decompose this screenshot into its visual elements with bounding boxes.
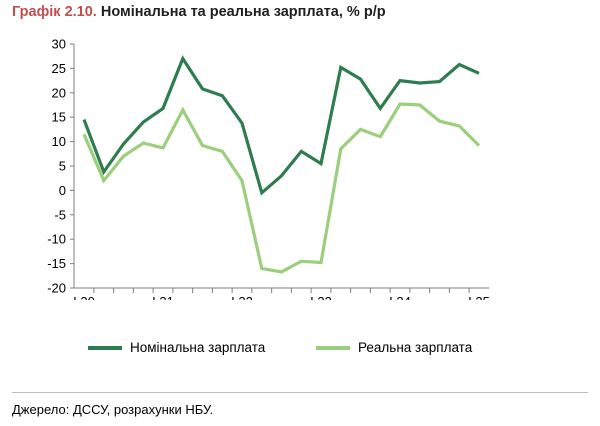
- x-tick-label: I.22: [231, 294, 253, 300]
- chart-title: Графік 2.10. Номінальна та реальна зарпл…: [12, 4, 386, 20]
- y-tick-label: -15: [47, 256, 66, 271]
- series-line-nominal: [82, 55, 480, 196]
- y-tick-label: 30: [52, 37, 66, 52]
- legend-item-real: Реальна зарплата: [316, 340, 472, 355]
- y-tick-label: 10: [52, 134, 66, 149]
- x-tick-label: I.24: [389, 294, 411, 300]
- y-tick-label: 25: [52, 61, 66, 76]
- source-note: Джерело: ДССУ, розрахунки НБУ.: [12, 402, 214, 417]
- x-tick-label: I.21: [152, 294, 174, 300]
- y-tick-label: -5: [54, 207, 66, 222]
- legend-item-nominal: Номінальна зарплата: [88, 340, 265, 355]
- y-tick-label: -10: [47, 232, 66, 247]
- legend-swatch-nominal: [88, 345, 122, 350]
- divider: [12, 392, 588, 393]
- y-tick-label: 0: [59, 183, 66, 198]
- legend-swatch-real: [316, 345, 350, 350]
- title-prefix: Графік 2.10.: [12, 4, 97, 20]
- series-line-real: [82, 102, 481, 274]
- x-tick-label: I.25: [468, 294, 490, 300]
- legend-label-nominal: Номінальна зарплата: [130, 340, 266, 355]
- y-tick-label: 5: [59, 159, 66, 174]
- y-tick-label: 20: [52, 85, 66, 100]
- legend: Номінальна зарплата Реальна зарплата: [0, 340, 600, 362]
- y-tick-label: -20: [47, 281, 66, 296]
- line-chart: 30 25 20 15 10 5 0 -5 -10 -15 -20 I.20 I.21 I.22 I.23 I…: [47, 37, 490, 301]
- x-tick-label: I.20: [73, 294, 95, 300]
- x-tick-label: I.23: [310, 294, 332, 300]
- legend-label-real: Реальна зарплата: [358, 340, 473, 355]
- title-text: Номінальна та реальна зарплата, % р/р: [96, 4, 386, 20]
- y-tick-label: 15: [52, 110, 66, 125]
